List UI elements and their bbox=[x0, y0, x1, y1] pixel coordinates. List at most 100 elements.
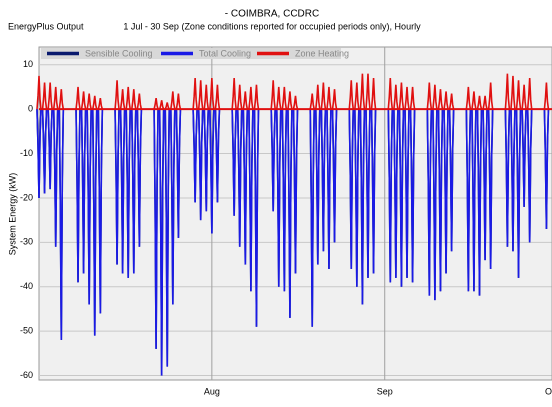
spike bbox=[331, 109, 338, 243]
spike bbox=[292, 109, 299, 274]
spike bbox=[543, 82, 550, 110]
spike bbox=[253, 84, 260, 110]
spike bbox=[510, 109, 516, 252]
spike bbox=[75, 109, 81, 283]
spike bbox=[465, 109, 472, 292]
y-tick-label: -40 bbox=[20, 281, 33, 291]
spike bbox=[409, 86, 416, 110]
spike bbox=[504, 109, 511, 247]
spike bbox=[197, 80, 204, 110]
spike bbox=[119, 89, 126, 110]
spike bbox=[354, 109, 360, 287]
spike bbox=[236, 84, 243, 110]
spike bbox=[482, 109, 488, 261]
spike bbox=[437, 109, 444, 292]
spike bbox=[348, 80, 355, 110]
y-axis-label: System Energy (kW) bbox=[7, 173, 17, 256]
spike bbox=[426, 109, 433, 296]
spike bbox=[209, 78, 215, 110]
spike bbox=[236, 109, 243, 247]
spike bbox=[309, 93, 316, 110]
spike bbox=[443, 109, 449, 274]
spike bbox=[426, 82, 433, 110]
spike bbox=[432, 109, 438, 301]
spike bbox=[326, 109, 332, 270]
spike bbox=[398, 82, 405, 110]
spike bbox=[521, 109, 527, 207]
spike bbox=[275, 109, 282, 287]
spike bbox=[315, 84, 321, 110]
spike bbox=[231, 78, 237, 110]
spike bbox=[404, 109, 410, 278]
spike bbox=[270, 109, 276, 212]
spike bbox=[393, 84, 399, 110]
spike bbox=[543, 109, 550, 230]
y-tick-label: -20 bbox=[20, 192, 33, 202]
spike bbox=[242, 109, 249, 265]
spike bbox=[36, 109, 42, 198]
x-tick-label: Oct bbox=[545, 386, 552, 396]
spike bbox=[448, 93, 455, 110]
spike bbox=[58, 89, 65, 110]
spike bbox=[41, 109, 48, 194]
y-tick-label: -60 bbox=[20, 370, 33, 380]
spike bbox=[359, 109, 366, 305]
spike bbox=[526, 78, 533, 110]
spike bbox=[175, 93, 182, 110]
spike bbox=[471, 109, 477, 292]
spike bbox=[130, 109, 137, 274]
spike bbox=[275, 86, 282, 110]
spike bbox=[52, 109, 59, 247]
spike bbox=[192, 78, 198, 110]
spike bbox=[47, 109, 53, 190]
spike bbox=[36, 75, 42, 110]
spike bbox=[209, 109, 215, 234]
spike bbox=[130, 89, 137, 110]
spike bbox=[320, 109, 327, 252]
spike bbox=[348, 109, 355, 270]
spike bbox=[437, 89, 444, 110]
spike bbox=[409, 109, 416, 283]
spike bbox=[80, 91, 87, 110]
spike bbox=[47, 82, 53, 110]
spike bbox=[504, 73, 511, 110]
spike bbox=[448, 109, 455, 252]
spike bbox=[370, 109, 377, 274]
spike bbox=[387, 109, 394, 283]
y-tick-label: -10 bbox=[20, 148, 33, 158]
y-tick-label: 10 bbox=[23, 59, 33, 69]
spike bbox=[214, 84, 221, 110]
spike bbox=[170, 109, 176, 305]
chart-title: - COIMBRA, CCDRC bbox=[225, 9, 319, 20]
y-tick-label: -50 bbox=[20, 326, 33, 336]
spike bbox=[393, 109, 399, 278]
spike bbox=[58, 109, 65, 341]
spike bbox=[242, 91, 249, 110]
source: EnergyPlus Output bbox=[8, 21, 84, 31]
spike bbox=[164, 102, 170, 110]
spike bbox=[248, 109, 254, 292]
spike bbox=[248, 86, 254, 110]
spike bbox=[320, 82, 327, 110]
spike bbox=[197, 109, 204, 221]
spike bbox=[231, 109, 237, 216]
legend-label: Sensible Cooling bbox=[85, 48, 153, 58]
spike bbox=[114, 109, 120, 265]
spike bbox=[443, 91, 449, 110]
spike bbox=[125, 86, 132, 110]
spike bbox=[476, 95, 483, 110]
spike bbox=[432, 84, 438, 110]
spike bbox=[515, 109, 522, 278]
spike bbox=[136, 93, 143, 110]
spike bbox=[125, 109, 132, 278]
spike bbox=[91, 95, 98, 110]
spike bbox=[41, 82, 48, 110]
spike bbox=[365, 109, 371, 278]
spike bbox=[80, 109, 87, 274]
spike bbox=[471, 91, 477, 110]
spike bbox=[387, 78, 394, 110]
spike bbox=[170, 91, 176, 110]
spike bbox=[52, 86, 59, 110]
spike bbox=[214, 109, 221, 203]
spike bbox=[331, 89, 338, 110]
